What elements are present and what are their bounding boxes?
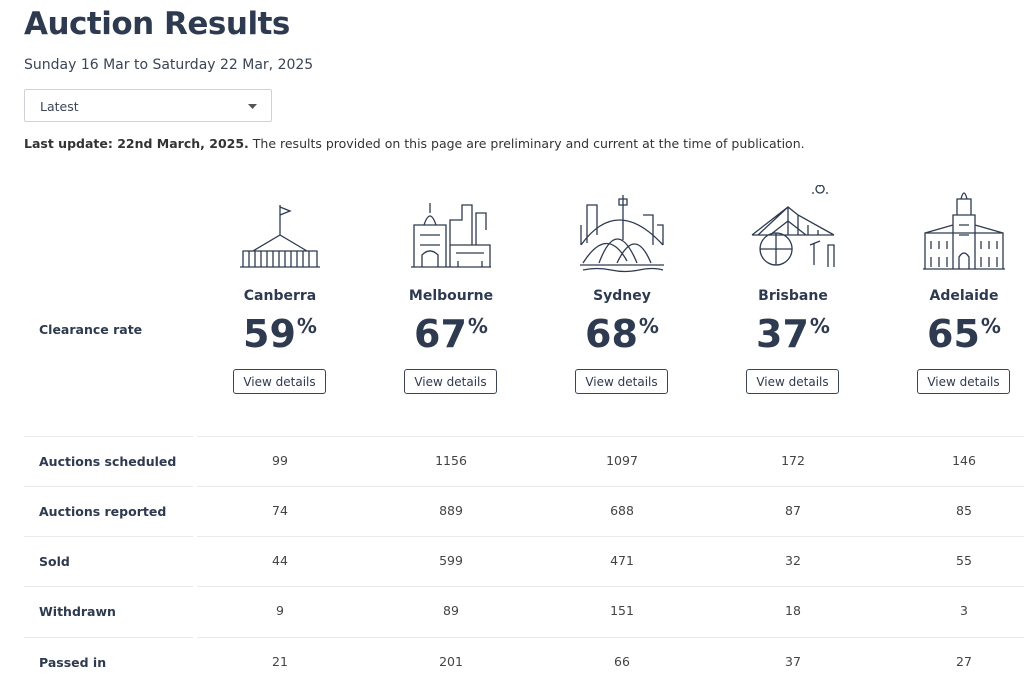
row-separator xyxy=(197,486,1024,487)
rate-value: 59 xyxy=(243,312,296,356)
cell-value: 688 xyxy=(610,503,634,518)
city-name: Sydney xyxy=(593,288,651,304)
cell-value: 201 xyxy=(439,654,463,669)
city-illustration xyxy=(748,184,838,275)
cell-value: 37 xyxy=(785,654,801,669)
notice-bold: Last update: 22nd March, 2025. xyxy=(24,136,249,151)
cell-value: 87 xyxy=(785,503,801,518)
cell-value: 89 xyxy=(443,603,459,618)
cell-value: 3 xyxy=(960,603,968,618)
city-name: Brisbane xyxy=(758,288,828,304)
icon xyxy=(580,195,664,273)
cell-value: 66 xyxy=(614,654,630,669)
cell-value: 32 xyxy=(785,553,801,568)
rate-value: 65 xyxy=(927,312,980,356)
clearance-rate: 65% xyxy=(879,315,1024,353)
cell-value: 599 xyxy=(439,553,463,568)
row-separator xyxy=(197,536,1024,537)
rate-value: 67 xyxy=(414,312,467,356)
icon xyxy=(923,192,1005,270)
row-label: Withdrawn xyxy=(39,604,116,619)
row-label: Auctions reported xyxy=(39,504,167,519)
date-range: Sunday 16 Mar to Saturday 22 Mar, 2025 xyxy=(24,57,314,73)
city-illustration xyxy=(406,185,496,275)
cell-value: 1156 xyxy=(435,453,467,468)
notice: Last update: 22nd March, 2025. The result… xyxy=(24,136,805,151)
cell-value: 99 xyxy=(272,453,288,468)
cell-value: 471 xyxy=(610,553,634,568)
row-label: Auctions scheduled xyxy=(39,454,177,469)
icon xyxy=(751,184,835,267)
row-separator xyxy=(197,637,1024,638)
rate-unit: % xyxy=(467,314,488,338)
city-illustration xyxy=(235,185,325,275)
cell-value: 21 xyxy=(272,654,288,669)
row-label: Sold xyxy=(39,554,70,569)
view-details-button[interactable]: View details xyxy=(575,369,668,394)
cell-value: 9 xyxy=(276,603,284,618)
row-separator xyxy=(197,586,1024,587)
cell-value: 18 xyxy=(785,603,801,618)
city-illustration xyxy=(919,185,1009,275)
cell-value: 74 xyxy=(272,503,288,518)
city-name: Canberra xyxy=(243,288,317,304)
page-title: Auction Results xyxy=(24,6,290,42)
dropdown[interactable]: Latest xyxy=(24,89,272,122)
city-illustration xyxy=(577,185,667,275)
cell-value: 146 xyxy=(952,453,976,468)
view-details-button[interactable]: View details xyxy=(404,369,497,394)
view-details-button[interactable]: View details xyxy=(917,369,1010,394)
dropdown-arrow xyxy=(248,104,257,109)
icon xyxy=(411,203,491,268)
cell-value: 172 xyxy=(781,453,805,468)
row-separator xyxy=(24,586,193,587)
rate-value: 68 xyxy=(585,312,638,356)
clearance-rate: 37% xyxy=(708,315,878,353)
rate-unit: % xyxy=(809,314,830,338)
notice-text: The results provided on this page are pr… xyxy=(252,136,805,151)
clearance-rate: 59% xyxy=(195,315,365,353)
row-separator xyxy=(197,436,1024,437)
dropdown-label: Latest xyxy=(40,99,79,114)
cell-value: 55 xyxy=(956,553,972,568)
rate-value: 37 xyxy=(756,312,809,356)
view-details-button[interactable]: View details xyxy=(233,369,326,394)
clearance-rate: 67% xyxy=(366,315,536,353)
cell-value: 27 xyxy=(956,654,972,669)
view-details-button[interactable]: View details xyxy=(746,369,839,394)
row-separator xyxy=(24,637,193,638)
cell-value: 44 xyxy=(272,553,288,568)
row-separator xyxy=(24,436,193,437)
clearance-rate: 68% xyxy=(537,315,707,353)
cell-value: 85 xyxy=(956,503,972,518)
rate-unit: % xyxy=(980,314,1001,338)
row-label: Passed in xyxy=(39,655,107,670)
cell-value: 151 xyxy=(610,603,634,618)
city-name: Adelaide xyxy=(929,288,999,304)
cell-value: 889 xyxy=(439,503,463,518)
rate-unit: % xyxy=(296,314,317,338)
cell-value: 1097 xyxy=(606,453,638,468)
city-name: Melbourne xyxy=(408,288,494,304)
row-label: Clearance rate xyxy=(39,322,143,337)
rate-unit: % xyxy=(638,314,659,338)
row-separator xyxy=(24,536,193,537)
row-separator xyxy=(24,486,193,487)
icon xyxy=(240,205,320,268)
